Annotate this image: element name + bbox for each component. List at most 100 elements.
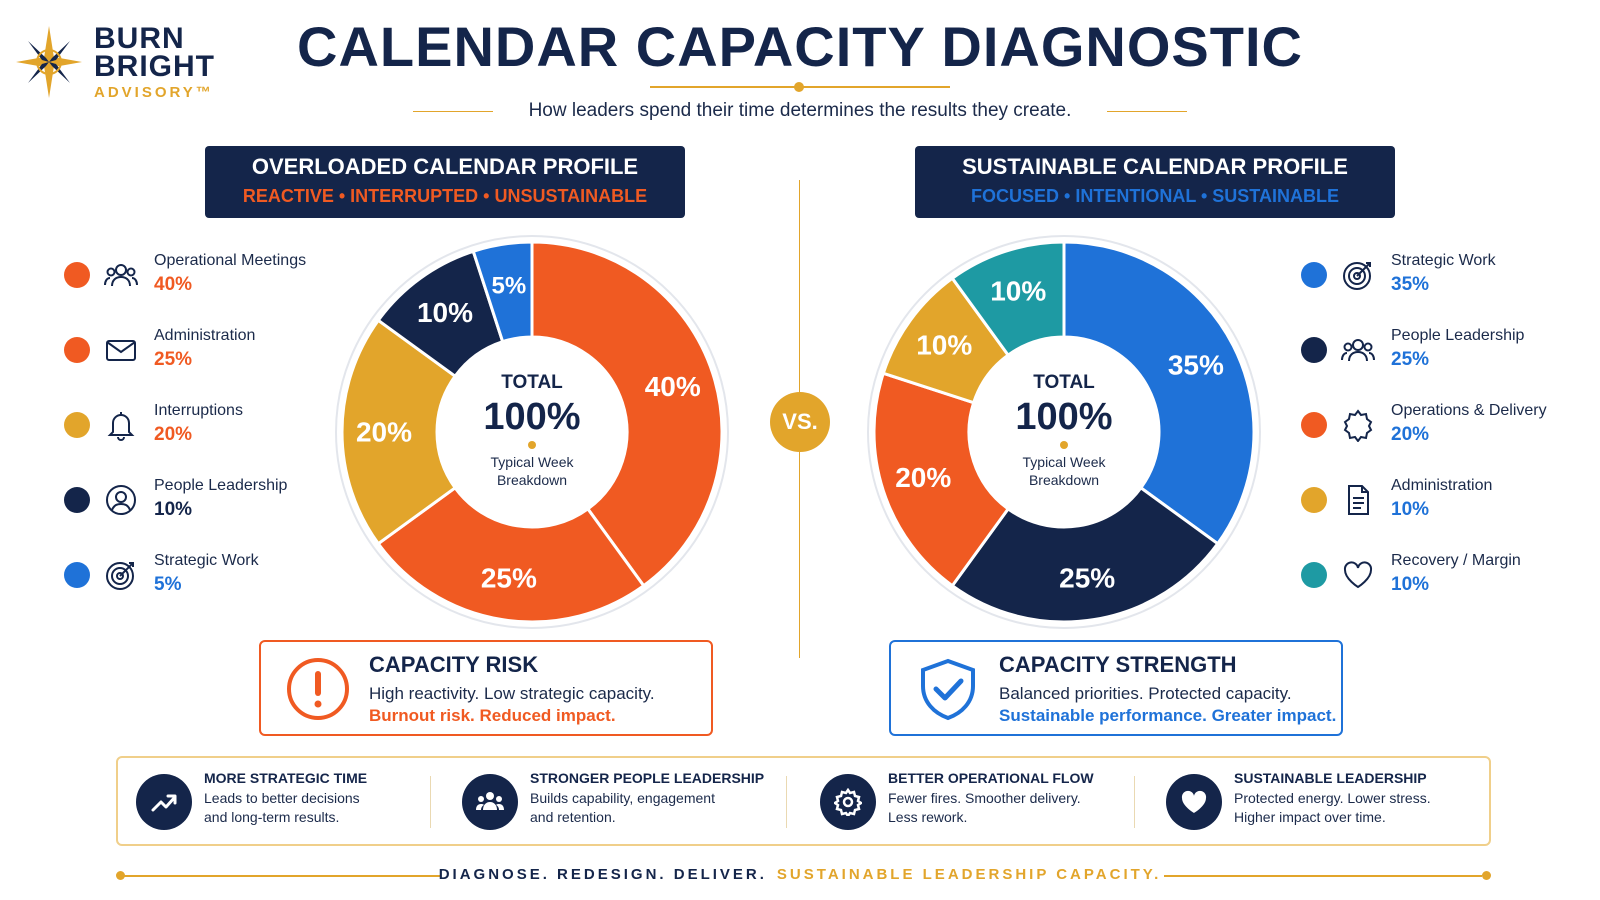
gear-icon — [1343, 409, 1373, 442]
footer-rule-left — [122, 875, 440, 877]
legend-item: Strategic Work 35% — [1297, 250, 1597, 325]
subtitle-rule-left — [413, 111, 493, 112]
legend-item: People Leadership 25% — [1297, 325, 1597, 400]
capacity-strength-callout: CAPACITY STRENGTH Balanced priorities. P… — [889, 640, 1343, 736]
capacity-risk-callout: CAPACITY RISK High reactivity. Low strat… — [259, 640, 713, 736]
legend-label: Administration — [154, 327, 256, 344]
vs-badge: VS. — [770, 392, 830, 452]
legend-label: Operations & Delivery — [1391, 402, 1547, 419]
legend-item: Administration 10% — [1297, 475, 1597, 550]
overloaded-profile-header: OVERLOADED CALENDAR PROFILE REACTIVE • I… — [205, 146, 685, 218]
donut-center-caption-2: Breakdown — [496, 472, 568, 488]
benefit-item: SUSTAINABLE LEADERSHIP Protected energy.… — [1148, 758, 1488, 844]
legend-value: 20% — [154, 424, 193, 445]
subtitle-rule-right — [1107, 111, 1187, 112]
brand-name-line3: ADVISORY™ — [94, 84, 214, 101]
legend-item: Recovery / Margin 10% — [1297, 550, 1597, 625]
legend-swatch — [1301, 562, 1327, 588]
title-underline-dot — [794, 82, 804, 92]
legend-value: 25% — [1391, 349, 1430, 370]
legend-value: 25% — [154, 349, 193, 370]
donut-center-caption-2: Breakdown — [1028, 472, 1100, 488]
benefits-strip: MORE STRATEGIC TIME Leads to better deci… — [116, 756, 1491, 846]
benefit-item: BETTER OPERATIONAL FLOW Fewer fires. Smo… — [802, 758, 1132, 844]
donut-center-value: 100% — [1015, 396, 1113, 438]
page-title: CALENDAR CAPACITY DIAGNOSTIC — [297, 15, 1303, 78]
target-icon — [1343, 262, 1371, 290]
callout-line-1: High reactivity. Low strategic capacity. — [369, 684, 655, 703]
warning-icon — [287, 658, 349, 720]
donut-slice-label: 40% — [645, 371, 701, 402]
benefit-desc-2: and long-term results. — [204, 809, 340, 825]
team-icon — [476, 792, 504, 810]
sustainable-profile-title: SUSTAINABLE CALENDAR PROFILE — [962, 154, 1348, 179]
benefit-item: STRONGER PEOPLE LEADERSHIP Builds capabi… — [444, 758, 784, 844]
legend-label: Strategic Work — [1391, 252, 1496, 269]
legend-value: 5% — [154, 574, 182, 595]
callout-line-2: Burnout risk. Reduced impact. — [369, 706, 616, 725]
heart-icon — [1181, 790, 1207, 813]
overloaded-legend: Operational Meetings 40% Administration … — [60, 250, 360, 625]
benefit-desc-1: Builds capability, engagement — [530, 790, 715, 806]
legend-swatch — [64, 262, 90, 288]
callout-title: CAPACITY STRENGTH — [999, 652, 1237, 677]
legend-swatch — [1301, 487, 1327, 513]
donut-center-total: TOTAL — [501, 372, 563, 393]
legend-label: People Leadership — [1391, 327, 1525, 344]
bell-icon — [107, 412, 135, 441]
donut-center-dot — [1060, 441, 1068, 449]
donut-slice-label: 35% — [1168, 349, 1224, 380]
legend-label: Operational Meetings — [154, 252, 307, 269]
legend-label: Strategic Work — [154, 552, 259, 569]
benefit-title: BETTER OPERATIONAL FLOW — [888, 770, 1094, 786]
overloaded-donut-chart: 40% 25% 20% 10% 5% TOTAL 100% Typical Week B… — [332, 232, 732, 632]
benefit-divider — [786, 776, 787, 828]
sustainable-legend: Strategic Work 35% People Leadership 25%… — [1297, 250, 1597, 625]
footer-part-1: DIAGNOSE. REDESIGN. DELIVER. — [438, 866, 767, 883]
legend-label: People Leadership — [154, 477, 288, 494]
legend-item: Operations & Delivery 20% — [1297, 400, 1597, 475]
legend-item: Interruptions 20% — [60, 400, 360, 475]
legend-swatch — [64, 562, 90, 588]
benefit-icon-circle — [136, 774, 192, 830]
legend-value: 10% — [1391, 499, 1430, 520]
sustainable-profile-tagline: FOCUSED • INTENTIONAL • SUSTAINABLE — [971, 186, 1339, 206]
donut-slice — [530, 240, 724, 588]
donut-center-caption-1: Typical Week — [1022, 454, 1106, 470]
callout-line-2: Sustainable performance. Greater impact. — [999, 706, 1337, 725]
document-icon — [1348, 485, 1369, 515]
people-icon — [104, 264, 138, 287]
benefit-icon-circle — [1166, 774, 1222, 830]
overloaded-profile-tagline: REACTIVE • INTERRUPTED • UNSUSTAINABLE — [242, 186, 648, 206]
overloaded-profile-title: OVERLOADED CALENDAR PROFILE — [251, 154, 639, 179]
legend-value: 10% — [154, 499, 193, 520]
donut-slice-label: 25% — [1059, 563, 1115, 594]
legend-value: 10% — [1391, 574, 1430, 595]
benefit-item: MORE STRATEGIC TIME Leads to better deci… — [118, 758, 428, 844]
legend-swatch — [1301, 412, 1327, 438]
donut-center-dot — [528, 441, 536, 449]
callout-title: CAPACITY RISK — [369, 652, 539, 677]
legend-value: 40% — [154, 274, 193, 295]
benefit-desc-1: Protected energy. Lower stress. — [1234, 790, 1431, 806]
donut-slice-label: 5% — [492, 272, 527, 299]
donut-slice-label: 10% — [990, 276, 1046, 307]
footer-part-2: SUSTAINABLE LEADERSHIP CAPACITY. — [776, 866, 1162, 883]
benefit-desc-2: Higher impact over time. — [1234, 809, 1386, 825]
sustainable-donut-svg: 35% 25% 20% 10% 10% — [867, 235, 1261, 629]
donut-center-value: 100% — [483, 396, 581, 438]
sustainable-donut-chart: 35% 25% 20% 10% 10% TOTAL 100% Typical Week … — [864, 232, 1264, 632]
brand-logo: BURN BRIGHT ADVISORY™ — [14, 22, 234, 102]
donut-hole — [437, 337, 627, 527]
people-icon — [1341, 339, 1375, 362]
benefit-divider — [430, 776, 431, 828]
legend-value: 20% — [1391, 424, 1430, 445]
legend-item: Strategic Work 5% — [60, 550, 360, 625]
benefit-title: STRONGER PEOPLE LEADERSHIP — [530, 770, 765, 786]
benefit-icon-circle — [462, 774, 518, 830]
footer-dot-left — [116, 871, 125, 880]
trend-up-icon — [151, 794, 177, 812]
target-icon — [106, 562, 134, 590]
mail-icon — [106, 340, 136, 361]
legend-label: Interruptions — [154, 402, 243, 419]
